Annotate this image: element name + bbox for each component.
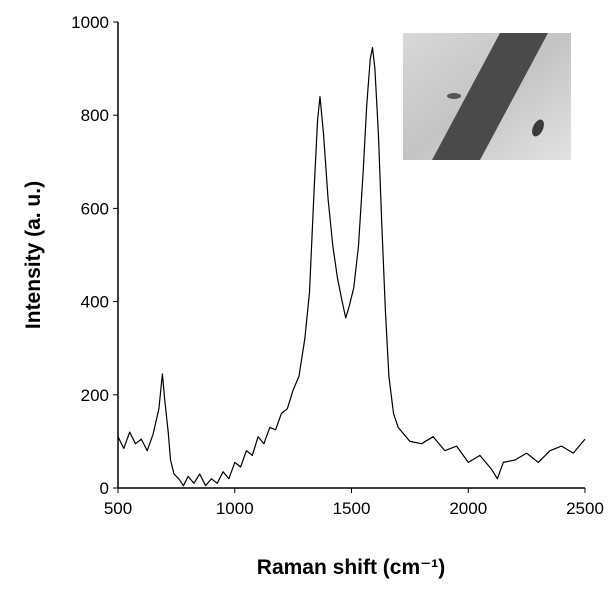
x-tick-label: 1000 bbox=[216, 499, 254, 518]
x-axis-label: Raman shift (cm⁻¹) bbox=[257, 556, 445, 579]
y-axis-label: Intensity (a. u.) bbox=[22, 181, 45, 329]
y-tick-label: 400 bbox=[81, 293, 109, 312]
y-tick-label: 600 bbox=[81, 199, 109, 218]
inset-photo bbox=[403, 33, 571, 160]
spectrum-line bbox=[117, 47, 586, 487]
y-tick-label: 0 bbox=[100, 479, 109, 498]
y-tick-label: 1000 bbox=[71, 13, 109, 32]
x-tick-label: 2000 bbox=[449, 499, 487, 518]
y-tick-label: 200 bbox=[81, 386, 109, 405]
y-tick-label: 800 bbox=[81, 106, 109, 125]
x-tick-label: 500 bbox=[104, 499, 132, 518]
x-tick-label: 2500 bbox=[566, 499, 604, 518]
x-tick-label: 1500 bbox=[333, 499, 371, 518]
